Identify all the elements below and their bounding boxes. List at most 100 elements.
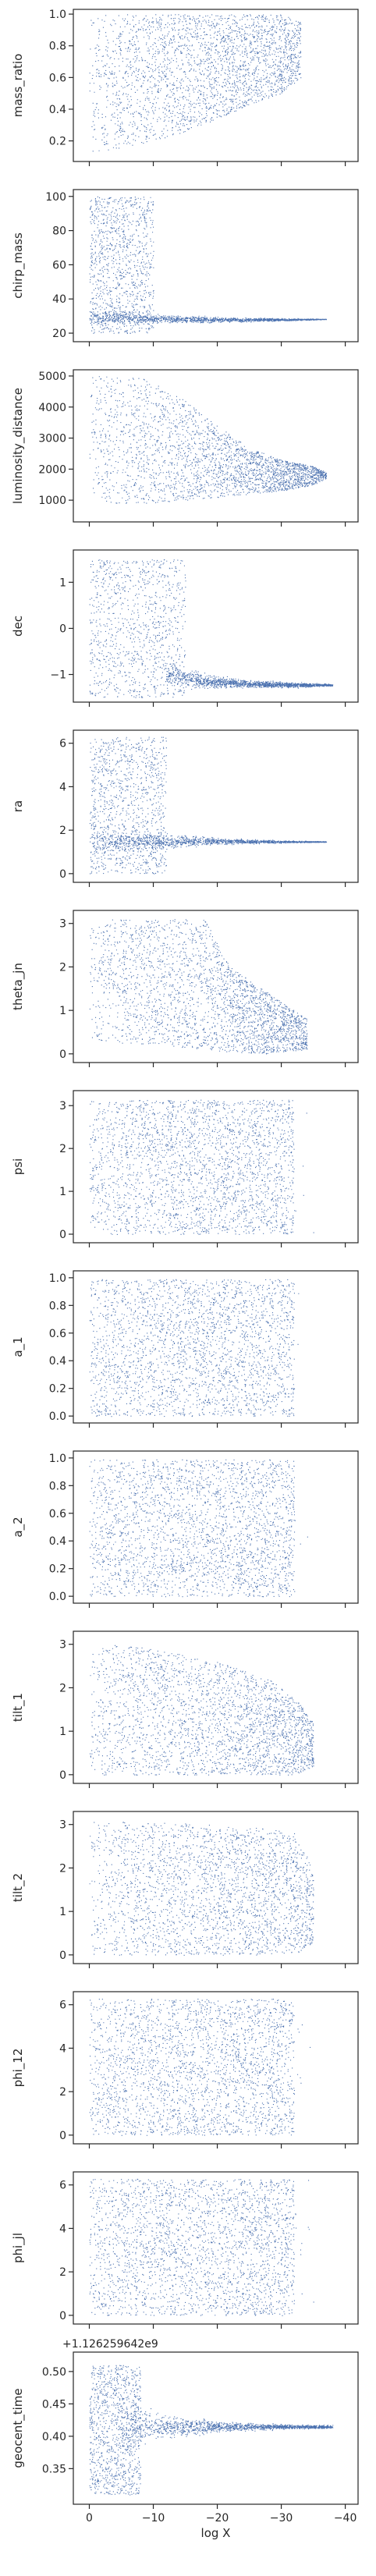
y-tick-label: 0.6: [49, 1328, 66, 1340]
axes-frame: [73, 1991, 359, 2145]
y-axis-label: mass_ratio: [11, 54, 26, 118]
scatter-points: [89, 1459, 308, 1598]
axes-frame: [73, 189, 359, 342]
y-tick-label: 1.0: [49, 9, 66, 21]
y-tick-label: 0.8: [49, 1300, 66, 1312]
x-tick-label: −10: [142, 2512, 165, 2525]
panel-a-1: 0.0 0.2 0.4 0.6 0.8 1.0 a_1: [11, 1270, 359, 1428]
y-tick-label: 0.35: [42, 2463, 66, 2475]
scatter-dots: [89, 1822, 314, 1956]
y-tick-label: 0.6: [49, 1508, 66, 1520]
y-tick-label: 1: [59, 1186, 66, 1198]
scatter-dots: [89, 1279, 300, 1418]
y-tick-label: 3: [59, 918, 66, 931]
x-axis-label: log X: [201, 2526, 231, 2540]
x-tick-label: −30: [270, 2512, 293, 2525]
y-axis-label: ra: [11, 800, 25, 812]
scatter-points: [89, 736, 328, 875]
scatter-points: [89, 559, 334, 698]
y-tick-label: −1: [50, 669, 66, 682]
y-axis-label: chirp_mass: [11, 232, 26, 299]
axes-frame: [73, 9, 359, 162]
scatter-dots: [89, 1999, 311, 2136]
y-tick-label: 0: [59, 1229, 66, 1241]
panel-tilt-1: 0 1 2 3 tilt_1: [11, 1630, 359, 1788]
panel-psi: 0 1 2 3 psi: [11, 1090, 359, 1247]
panel-phi-12: 0 2 4 6 phi_12: [11, 1991, 359, 2148]
y-tick-label: 0: [59, 868, 66, 881]
y-tick-label: 100: [45, 191, 66, 204]
axes-frame: [73, 369, 359, 523]
y-tick-label: 4: [59, 781, 66, 793]
y-tick-label: 0: [59, 2310, 66, 2322]
scatter-points: [89, 1999, 311, 2136]
panel-chirp-mass: 20 40 60 80 100 chirp_mass: [11, 189, 359, 346]
panel-luminosity-distance: 1000 2000 3000 4000 5000 luminosity_distance: [11, 369, 359, 527]
panel-geocent-time: 0.35 0.40 0.45 0.50 0 −10 −20 −30 −40 geocent_tim…: [11, 2338, 359, 2540]
y-tick-label: 2: [59, 961, 66, 974]
y-tick-label: 0.0: [49, 1591, 66, 1603]
axes-frame: [73, 1270, 359, 1424]
y-tick-label: 0.50: [42, 2366, 66, 2379]
y-tick-label: 0: [59, 1950, 66, 1962]
y-tick-label: 0.2: [49, 1563, 66, 1576]
scatter-dots: [89, 2365, 334, 2496]
scatter-dots: [90, 1645, 314, 1776]
y-tick-label: 0.2: [49, 136, 66, 148]
scatter-dots: [89, 14, 302, 152]
panel-ra: 0 2 4 6 ra: [11, 729, 359, 887]
axes-frame: [73, 729, 359, 883]
scatter-points: [90, 1645, 314, 1776]
y-tick-label: 1000: [38, 495, 66, 507]
y-axis-label: tilt_2: [11, 1873, 26, 1902]
axes-frame: [73, 1090, 359, 1244]
axes-frame: [73, 1811, 359, 1964]
y-tick-label: 2: [59, 825, 66, 837]
y-tick-label: 0.2: [49, 1383, 66, 1396]
y-tick-label: 1: [59, 577, 66, 589]
y-tick-label: 3: [59, 1639, 66, 1652]
panel-mass-ratio: 0.2 0.4 0.6 0.8 1.0 mass_ratio: [11, 9, 359, 166]
y-tick-label: 0: [59, 1769, 66, 1782]
axes-frame: [73, 2171, 359, 2325]
y-tick-label: 2: [59, 2086, 66, 2099]
scatter-dots: [89, 1099, 314, 1235]
y-tick-label: 1: [59, 1726, 66, 1738]
y-tick-label: 3000: [38, 433, 66, 445]
panel-a-2: 0.0 0.2 0.4 0.6 0.8 1.0 a_2: [11, 1450, 359, 1608]
scatter-dots: [89, 559, 334, 698]
scatter-points: [89, 2178, 314, 2316]
axes-frame: [73, 2351, 359, 2505]
panel-dec: −1 0 1 dec: [11, 549, 359, 707]
y-tick-label: 3: [59, 1100, 66, 1112]
y-tick-label: 4: [59, 2042, 66, 2055]
y-tick-label: 1: [59, 1906, 66, 1918]
y-tick-label: 0: [59, 623, 66, 635]
y-tick-label: 0.45: [42, 2398, 66, 2411]
y-tick-label: 4000: [38, 402, 66, 414]
y-tick-label: 0.8: [49, 41, 66, 53]
y-tick-label: 0: [59, 2130, 66, 2142]
axes-frame: [73, 1630, 359, 1784]
scatter-points: [89, 2365, 334, 2496]
y-axis-label: dec: [11, 616, 25, 637]
axes-frame: [73, 910, 359, 1063]
y-tick-label: 20: [52, 328, 66, 340]
y-tick-label: 2000: [38, 463, 66, 476]
y-tick-label: 2: [59, 1682, 66, 1694]
y-tick-label: 1.0: [49, 1453, 66, 1465]
y-tick-label: 0.4: [49, 104, 66, 116]
y-tick-label: 4: [59, 2223, 66, 2235]
y-tick-label: 1.0: [49, 1272, 66, 1285]
y-tick-label: 6: [59, 1999, 66, 2012]
panel-tilt-2: 0 1 2 3 tilt_2: [11, 1811, 359, 1968]
x-tick-label: −20: [206, 2512, 229, 2525]
scatter-dots: [89, 919, 308, 1055]
panel-phi-jl: 0 2 4 6 phi_jl: [11, 2171, 359, 2329]
y-axis-label: theta_jn: [11, 963, 26, 1010]
y-tick-label: 0.4: [49, 1535, 66, 1548]
y-axis-label: luminosity_distance: [11, 388, 26, 504]
x-tick-label: −40: [334, 2512, 357, 2525]
scatter-points: [89, 196, 327, 334]
